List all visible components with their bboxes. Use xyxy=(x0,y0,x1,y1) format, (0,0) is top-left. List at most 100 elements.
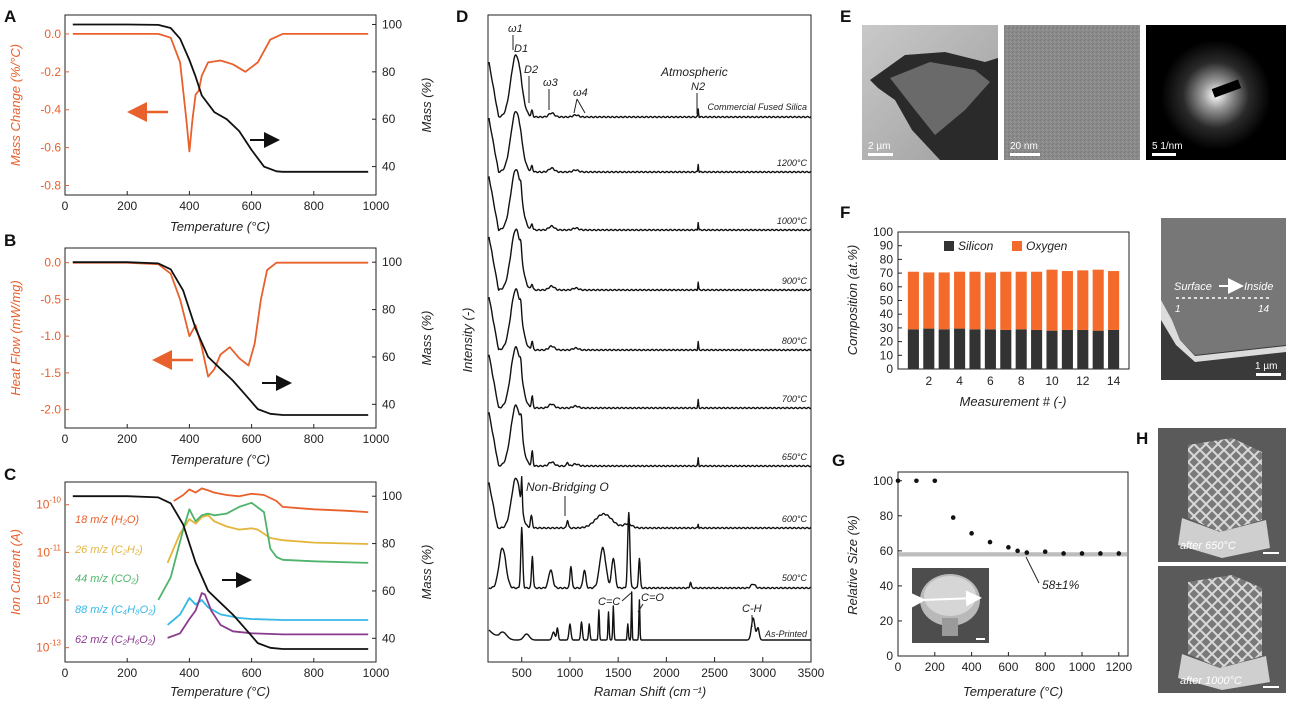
hrtem-scale-label: 20 nm xyxy=(1010,141,1038,152)
panel-c-chart: 0 200 400 600 800 1000 10-10 10-11 10-12 10-13 100… xyxy=(8,481,434,699)
g-point-13 xyxy=(1116,551,1122,556)
tem-scale-label: 2 µm xyxy=(868,141,890,152)
lattice-1000-label: after 1000°C xyxy=(1180,675,1242,687)
bar-silicon-13 xyxy=(1092,330,1104,369)
panel-a-chart: 0 200 400 600 800 1000 0.0 -0.2 -0.4 -0.6 -0.8 100 8… xyxy=(8,14,434,234)
series-line-2 xyxy=(157,501,369,601)
bar-oxygen-5 xyxy=(969,271,981,330)
x-tick-label: 1200 xyxy=(1105,660,1132,674)
x-tick-label: 200 xyxy=(117,432,137,446)
y-left-tick-label: 10-13 xyxy=(36,639,61,655)
bar-oxygen-4 xyxy=(954,271,966,329)
panel-g-points xyxy=(895,478,1122,556)
y-right-tick-label: 40 xyxy=(382,397,396,411)
panel-b-ylabel-right: Mass (%) xyxy=(419,311,434,366)
trace-label-8: 500°C xyxy=(782,573,808,583)
y-left-tick-label: -1.0 xyxy=(40,329,61,343)
peak-omega4-line-a xyxy=(573,98,578,114)
saed-image: 5 1/nm xyxy=(1146,25,1286,160)
panel-d-chart: 500 1000 1500 2000 2500 3000 3500 Commercial F… xyxy=(460,14,825,699)
y-left-tick-label: -0.4 xyxy=(40,103,61,117)
g-point-7 xyxy=(1015,548,1020,554)
raman-trace-7 xyxy=(488,476,812,530)
bar-oxygen-14 xyxy=(1108,271,1120,330)
panel-g-annotation: 58±1% xyxy=(1042,578,1080,592)
x-tick-label: 1000 xyxy=(363,432,390,446)
panel-c-ylabel-right: Mass (%) xyxy=(419,545,434,600)
legend-swatch-oxygen xyxy=(1012,241,1022,251)
x-tick-label: 1000 xyxy=(557,666,584,680)
g-point-9 xyxy=(1042,549,1048,555)
bar-silicon-8 xyxy=(1015,329,1027,369)
hrtem-image: 20 nm xyxy=(1004,25,1140,160)
x-tick-label: 0 xyxy=(62,666,69,680)
trace-label-1: 1200°C xyxy=(777,158,808,168)
bar-silicon-14 xyxy=(1108,329,1120,369)
x-tick-label: 500 xyxy=(512,666,532,680)
panel-c-ticks: 0 200 400 600 800 1000 10-10 10-11 10-12 10-13 100… xyxy=(36,489,402,680)
x-tick-label: 400 xyxy=(962,660,982,674)
trace-label-9: As-Printed xyxy=(764,629,808,639)
raman-trace-0 xyxy=(488,54,812,119)
y-tick-label: 20 xyxy=(880,614,894,628)
y-left-tick-label: -0.8 xyxy=(40,179,61,193)
bar-silicon-7 xyxy=(1000,329,1012,369)
panel-b-frame xyxy=(64,247,377,429)
lattice-1000-scale-bar xyxy=(1263,686,1279,688)
bar-silicon-2 xyxy=(923,328,935,369)
trace-label-2: 1000°C xyxy=(777,216,808,226)
bar-silicon-5 xyxy=(969,329,981,369)
peak-n2: N2 xyxy=(691,81,705,93)
panel-b-series xyxy=(72,261,369,416)
lattice-1000-image: after 1000°C xyxy=(1158,566,1286,693)
bar-oxygen-10 xyxy=(1046,269,1058,331)
bar-silicon-12 xyxy=(1077,329,1089,369)
x-tick-label: 1500 xyxy=(605,666,632,680)
g-point-8 xyxy=(1024,550,1030,555)
x-tick-label: 800 xyxy=(304,432,324,446)
panel-h-images: after 650°C after 1000°C xyxy=(1158,428,1286,693)
x-tick-label: 600 xyxy=(998,660,1018,674)
y-right-tick-label: 60 xyxy=(382,584,396,598)
y-left-tick-label: -2.0 xyxy=(40,403,61,417)
x-tick-label: 800 xyxy=(1035,660,1055,674)
y-tick-label: 20 xyxy=(880,335,894,349)
panel-d-xlabel: Raman Shift (cm⁻¹) xyxy=(594,684,706,699)
panel-f-bars xyxy=(907,269,1120,369)
panel-g-xlabel: Temperature (°C) xyxy=(963,684,1063,699)
peak-omega1: ω1 xyxy=(508,23,523,35)
x-tick-label: 400 xyxy=(179,666,199,680)
x-tick-label: 3500 xyxy=(798,666,825,680)
y-right-tick-label: 80 xyxy=(382,537,396,551)
y-tick-label: 60 xyxy=(880,280,894,294)
panel-f-legend: Silicon Oxygen xyxy=(944,239,1068,253)
peak-c-o: C=O xyxy=(641,592,664,604)
lattice-650-image: after 650°C xyxy=(1158,428,1286,562)
g-band xyxy=(899,552,1127,557)
y-tick-label: 60 xyxy=(880,544,894,558)
x-tick-label: 600 xyxy=(242,199,262,213)
peak-omega4-line-b xyxy=(576,98,586,114)
series-line-3 xyxy=(167,597,369,626)
bar-oxygen-2 xyxy=(923,272,935,329)
panel-c-frame xyxy=(64,481,377,663)
x-tick-label: 14 xyxy=(1107,374,1121,388)
lattice-650-label: after 650°C xyxy=(1180,540,1236,552)
x-tick-label: 1000 xyxy=(363,666,390,680)
y-tick-label: 80 xyxy=(880,509,894,523)
end-point-label: 14 xyxy=(1258,304,1270,315)
peak-d2: D2 xyxy=(524,64,538,76)
panel-letter-h: H xyxy=(1136,429,1148,448)
bar-oxygen-13 xyxy=(1092,269,1104,331)
bar-silicon-3 xyxy=(938,329,950,369)
series-line-1 xyxy=(166,514,369,564)
legend-entry-0: 18 m/z (H₂O) xyxy=(75,514,139,526)
panel-letter-b: B xyxy=(4,231,16,250)
bar-silicon-9 xyxy=(1031,329,1043,369)
x-tick-label: 0 xyxy=(62,199,69,213)
trace-label-7: 600°C xyxy=(782,514,808,524)
bar-silicon-1 xyxy=(907,329,919,369)
peak-c-h: C-H xyxy=(742,603,762,615)
